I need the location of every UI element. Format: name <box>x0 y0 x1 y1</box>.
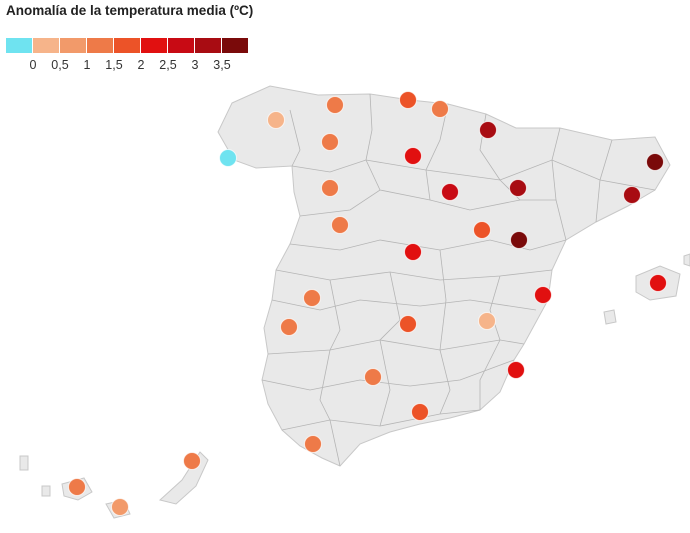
legend-swatches <box>6 38 248 53</box>
station-marker <box>431 100 449 118</box>
legend-swatch-5 <box>141 38 167 53</box>
legend-tick: 1,5 <box>105 58 123 72</box>
legend-tick: 2,5 <box>159 58 177 72</box>
canarias-west-shape <box>19 455 51 497</box>
station-marker <box>219 149 237 167</box>
station-marker <box>68 478 86 496</box>
spain-landmass <box>19 85 690 519</box>
station-marker <box>321 179 339 197</box>
station-marker <box>267 111 285 129</box>
legend-ticks: 0 0,5 1 1,5 2 2,5 3 3,5 <box>6 58 248 74</box>
station-marker <box>478 312 496 330</box>
ibiza-shape <box>603 309 617 325</box>
station-marker <box>364 368 382 386</box>
station-marker <box>649 274 667 292</box>
legend-tick: 1 <box>83 58 91 72</box>
legend-swatch-0 <box>6 38 32 53</box>
station-marker <box>646 153 664 171</box>
station-marker <box>441 183 459 201</box>
station-marker <box>623 186 641 204</box>
station-marker <box>303 289 321 307</box>
station-marker <box>399 315 417 333</box>
legend-tick: 3 <box>191 58 199 72</box>
legend-tick: 0 <box>29 58 37 72</box>
station-marker <box>404 147 422 165</box>
legend-tick: 0,5 <box>51 58 69 72</box>
station-marker <box>510 231 528 249</box>
legend-swatch-2 <box>60 38 86 53</box>
station-marker <box>534 286 552 304</box>
station-marker <box>479 121 497 139</box>
station-marker <box>473 221 491 239</box>
color-legend: 0 0,5 1 1,5 2 2,5 3 3,5 <box>6 38 248 74</box>
station-marker <box>331 216 349 234</box>
station-marker <box>326 96 344 114</box>
legend-swatch-3 <box>87 38 113 53</box>
legend-swatch-8 <box>222 38 248 53</box>
station-marker <box>321 133 339 151</box>
legend-swatch-7 <box>195 38 221 53</box>
station-markers <box>68 91 667 516</box>
station-marker <box>507 361 525 379</box>
station-marker <box>111 498 129 516</box>
station-marker <box>404 243 422 261</box>
station-marker <box>509 179 527 197</box>
peninsula-shape <box>217 85 671 467</box>
station-marker <box>183 452 201 470</box>
station-marker <box>304 435 322 453</box>
legend-swatch-4 <box>114 38 140 53</box>
legend-tick: 3,5 <box>213 58 231 72</box>
map-title: Anomalía de la temperatura media (ºC) <box>6 3 254 18</box>
station-marker <box>411 403 429 421</box>
menorca-shape <box>683 253 690 267</box>
legend-swatch-1 <box>33 38 59 53</box>
station-marker <box>399 91 417 109</box>
station-marker <box>280 318 298 336</box>
legend-tick: 2 <box>137 58 145 72</box>
legend-swatch-6 <box>168 38 194 53</box>
